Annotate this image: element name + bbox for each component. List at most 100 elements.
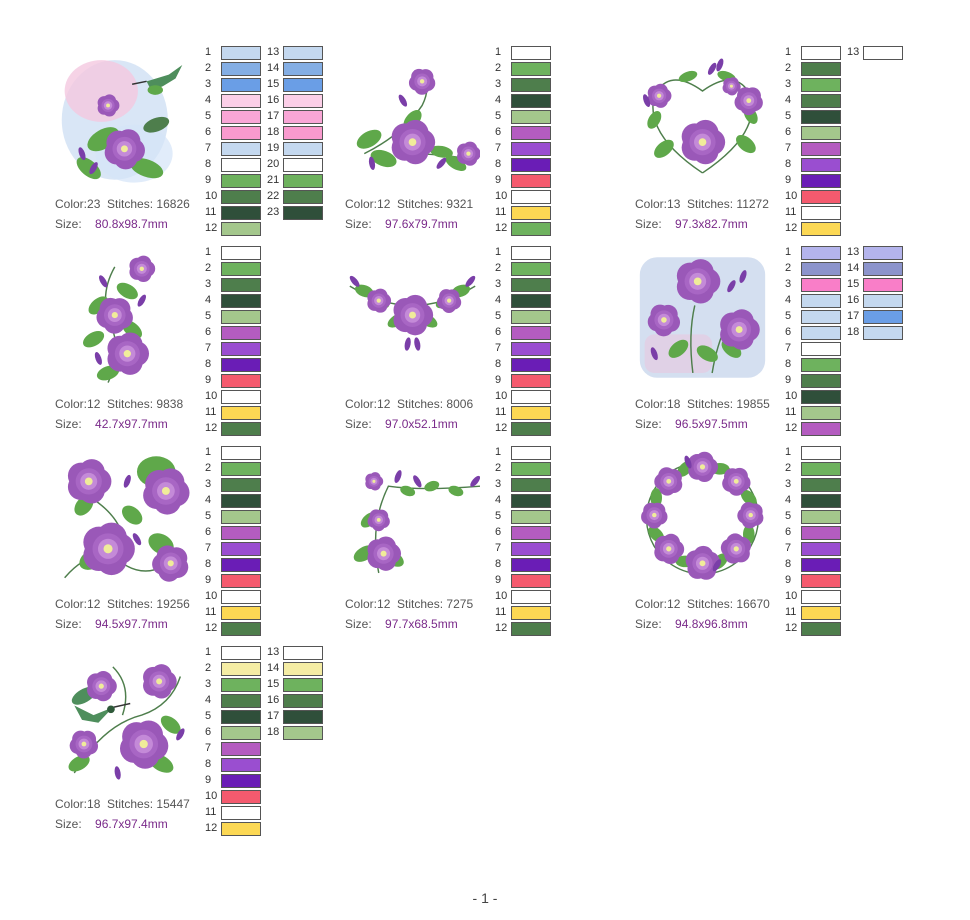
stitches-label: Stitches: bbox=[397, 197, 444, 211]
thread-color-swatch bbox=[511, 126, 551, 140]
size-label: Size: bbox=[635, 217, 662, 231]
design-color-stitches: Color:12 Stitches: 8006 bbox=[345, 397, 473, 411]
thread-number: 17 bbox=[847, 310, 860, 322]
thread-color-swatch bbox=[511, 558, 551, 572]
thread-number: 11 bbox=[785, 206, 797, 218]
thread-color-swatch bbox=[221, 806, 261, 820]
design-card: Color:12 Stitches: 9321 Size: 97.6x79.7mm… bbox=[345, 45, 635, 245]
design-thumbnail bbox=[55, 445, 190, 590]
thread-color-swatch bbox=[801, 526, 841, 540]
design-thumbnail bbox=[345, 445, 480, 590]
thread-color-swatch bbox=[801, 374, 841, 388]
thread-color-swatch bbox=[863, 46, 903, 60]
stitches-label: Stitches: bbox=[687, 397, 734, 411]
thread-color-swatch bbox=[221, 646, 261, 660]
design-thumbnail bbox=[345, 45, 480, 190]
thread-number: 10 bbox=[495, 390, 508, 402]
thread-color-swatch bbox=[801, 390, 841, 404]
thread-color-swatch bbox=[801, 310, 841, 324]
thread-color-swatch bbox=[801, 110, 841, 124]
design-size: Size: 97.0x52.1mm bbox=[345, 417, 458, 431]
thread-number: 9 bbox=[785, 574, 792, 586]
thread-color-swatch bbox=[511, 422, 551, 436]
design-thumbnail bbox=[635, 45, 770, 190]
thread-number: 23 bbox=[267, 206, 280, 218]
design-color-stitches: Color:12 Stitches: 7275 bbox=[345, 597, 473, 611]
thread-color-swatch bbox=[801, 622, 841, 636]
size-value: 96.7x97.4mm bbox=[95, 817, 168, 831]
thread-color-swatch bbox=[221, 622, 261, 636]
thread-number: 13 bbox=[267, 646, 280, 658]
thread-color-swatch bbox=[283, 110, 323, 124]
stitches-label: Stitches: bbox=[107, 197, 154, 211]
thread-number: 7 bbox=[205, 542, 212, 554]
thread-color-swatch bbox=[863, 294, 903, 308]
page-number: - 1 - bbox=[472, 890, 498, 906]
stitches-count: 9838 bbox=[156, 397, 184, 411]
size-value: 97.6x79.7mm bbox=[385, 217, 458, 231]
thread-color-swatch bbox=[221, 510, 261, 524]
design-card: Color:13 Stitches: 11272 Size: 97.3x82.7m… bbox=[635, 45, 925, 245]
thread-number: 6 bbox=[495, 126, 502, 138]
thread-number: 2 bbox=[785, 262, 792, 274]
thread-color-swatch bbox=[283, 206, 323, 220]
thread-number: 8 bbox=[495, 558, 502, 570]
thread-color-swatch bbox=[221, 494, 261, 508]
thread-number: 9 bbox=[205, 774, 212, 786]
color-count: 18 bbox=[87, 797, 101, 811]
size-label: Size: bbox=[345, 217, 372, 231]
thread-color-swatch bbox=[283, 62, 323, 76]
size-value: 94.5x97.7mm bbox=[95, 617, 168, 631]
thread-number: 10 bbox=[495, 590, 508, 602]
thread-number: 7 bbox=[205, 742, 212, 754]
design-size: Size: 96.7x97.4mm bbox=[55, 817, 168, 831]
thread-number: 12 bbox=[205, 622, 218, 634]
color-label: Color: bbox=[345, 197, 378, 211]
thread-color-swatch bbox=[801, 94, 841, 108]
thread-number: 22 bbox=[267, 190, 280, 202]
thread-number: 6 bbox=[205, 126, 212, 138]
thread-number: 18 bbox=[267, 126, 280, 138]
thread-color-swatch bbox=[511, 326, 551, 340]
thread-color-swatch bbox=[511, 622, 551, 636]
thread-color-swatch bbox=[221, 78, 261, 92]
thread-color-swatch bbox=[511, 542, 551, 556]
thread-number: 11 bbox=[785, 606, 797, 618]
design-card: Color:18 Stitches: 15447 Size: 96.7x97.4m… bbox=[55, 645, 345, 845]
size-label: Size: bbox=[345, 617, 372, 631]
stitches-count: 9321 bbox=[446, 197, 474, 211]
design-size: Size: 42.7x97.7mm bbox=[55, 417, 168, 431]
thread-color-swatch bbox=[221, 246, 261, 260]
thread-color-swatch bbox=[221, 758, 261, 772]
size-label: Size: bbox=[55, 817, 82, 831]
thread-number: 1 bbox=[205, 46, 212, 58]
thread-number: 3 bbox=[205, 278, 212, 290]
thread-color-swatch bbox=[511, 110, 551, 124]
thread-color-swatch bbox=[221, 742, 261, 756]
color-count: 12 bbox=[87, 597, 101, 611]
stitches-label: Stitches: bbox=[397, 597, 444, 611]
stitches-count: 19256 bbox=[156, 597, 190, 611]
thread-number: 18 bbox=[847, 326, 860, 338]
thread-number: 12 bbox=[495, 422, 508, 434]
thread-number: 8 bbox=[205, 558, 212, 570]
thread-number: 8 bbox=[785, 158, 792, 170]
thread-number: 8 bbox=[785, 558, 792, 570]
thread-number: 8 bbox=[205, 758, 212, 770]
design-size: Size: 96.5x97.5mm bbox=[635, 417, 748, 431]
thread-color-swatch bbox=[221, 678, 261, 692]
thread-number: 1 bbox=[495, 246, 502, 258]
color-count: 23 bbox=[87, 197, 101, 211]
thread-color-swatch bbox=[801, 446, 841, 460]
design-color-stitches: Color:12 Stitches: 19256 bbox=[55, 597, 190, 611]
thread-number: 14 bbox=[267, 62, 280, 74]
thread-color-swatch bbox=[283, 662, 323, 676]
thread-color-swatch bbox=[801, 174, 841, 188]
design-size: Size: 94.5x97.7mm bbox=[55, 617, 168, 631]
design-color-stitches: Color:12 Stitches: 9321 bbox=[345, 197, 473, 211]
thread-number: 5 bbox=[495, 310, 502, 322]
thread-color-swatch bbox=[801, 294, 841, 308]
thread-number: 11 bbox=[785, 406, 797, 418]
thread-number: 6 bbox=[785, 126, 792, 138]
size-label: Size: bbox=[55, 417, 82, 431]
